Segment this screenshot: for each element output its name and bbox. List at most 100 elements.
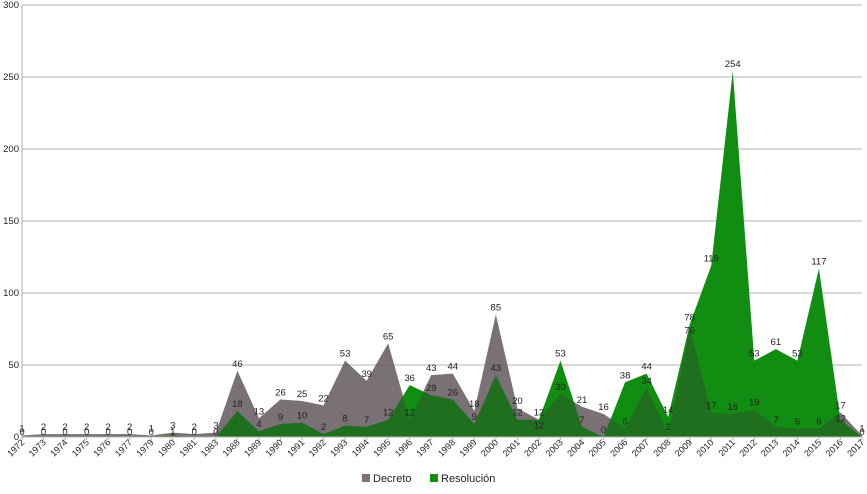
data-label-resolucion: 12: [383, 408, 394, 419]
x-tick-label: 1988: [221, 437, 242, 458]
data-label-decreto: 25: [297, 389, 308, 400]
x-tick-label: 2012: [737, 437, 758, 458]
y-tick-label: 300: [3, 0, 19, 11]
data-label-resolucion: 0: [859, 427, 864, 438]
data-label-resolucion: 0: [106, 427, 111, 438]
legend-label: Decreto: [373, 473, 412, 485]
data-label-decreto: 6: [795, 416, 800, 427]
data-label-resolucion: 43: [491, 363, 502, 374]
data-label-decreto: 26: [275, 388, 286, 399]
data-label-resolucion: 119: [704, 254, 719, 265]
x-tick-label: 2008: [651, 437, 672, 458]
data-label-resolucion: 2: [321, 422, 326, 433]
data-label-resolucion: 53: [792, 349, 803, 360]
data-label-resolucion: 29: [426, 383, 437, 394]
data-label-decreto: 46: [232, 359, 243, 370]
data-label-resolucion: 0: [192, 427, 197, 438]
data-label-decreto: 2: [666, 422, 671, 433]
data-label-decreto: 17: [835, 401, 846, 412]
data-label-decreto: 34: [641, 376, 652, 387]
data-label-decreto: 12: [534, 408, 545, 419]
data-label-resolucion: 36: [404, 373, 415, 384]
x-tick-label: 1974: [48, 437, 69, 458]
data-label-resolucion: 0: [84, 427, 89, 438]
data-label-resolucion: 53: [555, 349, 566, 360]
data-label-decreto: 19: [749, 398, 760, 409]
legend-swatch: [362, 474, 370, 482]
x-tick-label: 1993: [328, 437, 349, 458]
x-tick-label: 2016: [824, 437, 845, 458]
data-label-resolucion: 0: [127, 427, 132, 438]
data-label-resolucion: 53: [749, 349, 760, 360]
x-tick-label: 1972: [5, 437, 26, 458]
y-tick-label: 200: [3, 144, 19, 155]
x-tick-label: 2001: [501, 437, 522, 458]
data-label-resolucion: 117: [811, 257, 826, 268]
legend-swatch: [430, 474, 438, 482]
y-tick-label: 150: [3, 216, 19, 227]
data-label-decreto: 44: [447, 362, 458, 373]
x-tick-label: 1998: [436, 437, 457, 458]
data-label-decreto: 85: [491, 303, 502, 314]
data-label-decreto: 13: [254, 406, 265, 417]
x-tick-label: 1979: [134, 437, 155, 458]
x-tick-label: 2002: [522, 437, 543, 458]
data-label-decreto: 2: [192, 422, 197, 433]
data-label-decreto: 2: [127, 422, 132, 433]
x-tick-label: 2009: [673, 437, 694, 458]
data-label-decreto: 21: [577, 395, 588, 406]
data-label-decreto: 2: [106, 422, 111, 433]
data-label-resolucion: 12: [512, 408, 523, 419]
y-tick-label: 100: [3, 288, 19, 299]
x-tick-label: 1997: [414, 437, 435, 458]
x-tick-label: 1999: [457, 437, 478, 458]
x-tick-label: 1975: [70, 437, 91, 458]
x-tick-label: 2017: [845, 437, 866, 458]
x-tick-label: 2013: [759, 437, 780, 458]
data-label-resolucion: 14: [663, 405, 674, 416]
data-label-resolucion: 12: [835, 414, 846, 425]
data-label-decreto: 6: [816, 416, 821, 427]
x-tick-label: 1980: [156, 437, 177, 458]
x-tick-label: 1983: [199, 437, 220, 458]
data-label-resolucion: 7: [364, 415, 369, 426]
data-label-resolucion: 18: [232, 399, 243, 410]
data-label-resolucion: 1: [170, 427, 175, 438]
x-tick-label: 2000: [479, 437, 500, 458]
data-label-decreto: 1: [149, 424, 154, 435]
data-label-decreto: 1: [19, 424, 24, 435]
x-tick-label: 1996: [393, 437, 414, 458]
data-label-resolucion: 9: [278, 412, 283, 423]
data-label-resolucion: 0: [62, 427, 67, 438]
data-label-decreto: 18: [469, 399, 480, 410]
data-label-decreto: 39: [361, 369, 372, 380]
data-label-resolucion: 38: [620, 370, 631, 381]
data-label-decreto: 20: [512, 396, 523, 407]
x-tick-label: 2011: [716, 437, 737, 458]
data-label-resolucion: 0: [213, 427, 218, 438]
data-label-resolucion: 0: [41, 427, 46, 438]
data-label-resolucion: 8: [342, 413, 347, 424]
data-label-resolucion: 61: [771, 337, 782, 348]
x-tick-label: 1989: [242, 437, 263, 458]
data-label-decreto: 43: [426, 363, 437, 374]
x-tick-label: 2005: [587, 437, 608, 458]
y-tick-label: 0: [14, 432, 19, 443]
data-label-decreto: 76: [684, 326, 695, 337]
data-label-resolucion: 0: [19, 427, 24, 438]
data-label-resolucion: 26: [447, 388, 458, 399]
data-label-resolucion: 44: [641, 362, 652, 373]
data-label-decreto: 2: [41, 422, 46, 433]
x-tick-label: 1977: [113, 437, 134, 458]
data-label-decreto: 30: [555, 382, 566, 393]
series-overlap-shade: [22, 314, 862, 437]
data-label-decreto: 2: [62, 422, 67, 433]
gridlines: [22, 4, 862, 438]
x-tick-label: 1991: [285, 437, 306, 458]
data-label-resolucion: 9: [472, 412, 477, 423]
data-label-decreto: 22: [318, 393, 329, 404]
data-label-resolucion: 254: [725, 59, 741, 70]
x-tick-label: 2007: [630, 437, 651, 458]
